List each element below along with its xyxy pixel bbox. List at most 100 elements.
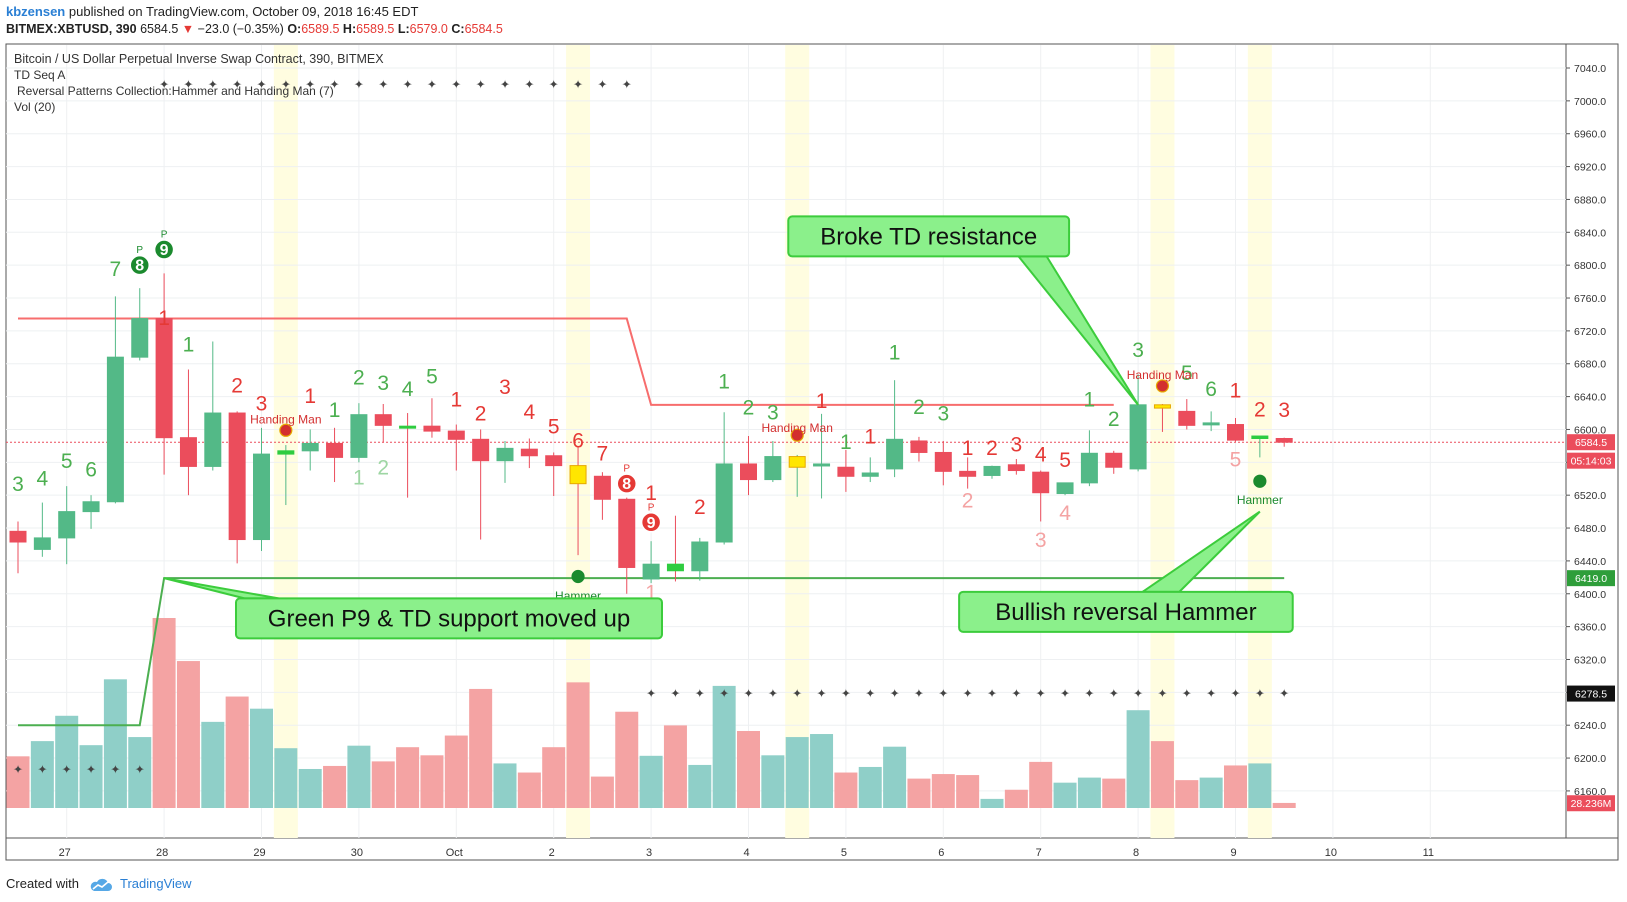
- tradingview-cloud-icon: [90, 878, 112, 891]
- pattern-dot: [279, 423, 293, 437]
- price-tag-label: 6584.5: [1575, 437, 1607, 449]
- author-link[interactable]: kbzensen: [6, 4, 66, 19]
- volume-bar: [517, 772, 541, 808]
- annotation-callouts: Broke TD resistance Green P9 & TD support…: [163, 215, 1294, 640]
- callout-box: [234, 597, 663, 640]
- indicator-td-seq[interactable]: TD Seq A: [14, 68, 65, 82]
- td-count-label: 5: [1230, 448, 1242, 471]
- td-badge-circle: [129, 254, 150, 276]
- td-dot-marker: ✦: [1133, 687, 1143, 701]
- x-tick-label: 3: [646, 847, 652, 859]
- tradingview-link[interactable]: TradingView: [120, 876, 192, 891]
- td-count-label: 4: [402, 378, 414, 401]
- indicator-volume[interactable]: Vol (20): [14, 100, 55, 114]
- td-dot-marker: ✦: [37, 763, 47, 777]
- volume-bar: [858, 766, 882, 808]
- time-axis[interactable]: 27 28 29 30 Oct 2 3 4 5 6 7 8 9 10 11: [59, 847, 1434, 859]
- candle-body: [569, 465, 587, 485]
- candle-body: [1007, 464, 1025, 472]
- td-count-label: 2: [475, 402, 487, 425]
- volume-bar: [663, 725, 687, 808]
- td-dots: ✦ ✦ ✦ ✦ ✦ ✦ ✦ ✦ ✦ ✦ ✦ ✦ ✦ ✦ ✦ ✦ ✦ ✦ ✦ ✦ ✦ ✦ ✦ ✦ ✦ ✦ ✦ ✦ ✦ ✦ ✦ ✦ ✦ ✦ ✦ ✦ ✦ ✦ ✦ ✦…: [13, 77, 1289, 776]
- td-dot-marker: ✦: [549, 77, 559, 91]
- td-dot-marker: ✦: [1011, 687, 1021, 701]
- volume-bar: [761, 755, 785, 808]
- volume-bar: [785, 737, 809, 808]
- candle-body: [764, 456, 782, 481]
- td-count-label: 6: [1205, 378, 1217, 401]
- td-perfect-marker: P: [136, 245, 143, 256]
- candle-body: [886, 438, 904, 470]
- td-dot-marker: ✦: [183, 77, 193, 91]
- td-count-label: 2: [231, 374, 243, 397]
- td-dot-marker: ✦: [427, 77, 437, 91]
- y-tick-label: 6840.0: [1574, 227, 1606, 239]
- td-dot-marker: ✦: [330, 77, 340, 91]
- created-with-text: Created with: [6, 876, 79, 891]
- td-count-label: 2: [1254, 398, 1266, 421]
- volume-bar: [1004, 789, 1028, 808]
- candle-body: [934, 451, 952, 472]
- candle-body: [9, 530, 27, 543]
- volume-bar: [1224, 765, 1247, 808]
- td-perfect-marker: P: [648, 502, 655, 513]
- pattern-highlight-band: [273, 45, 298, 838]
- candle-body: [374, 414, 392, 426]
- volume-bar: [250, 708, 273, 808]
- close-value: 6584.5: [464, 22, 503, 36]
- y-tick-label: 6920.0: [1574, 162, 1606, 174]
- candle-body: [1227, 424, 1244, 441]
- td-count-label: 2: [962, 490, 974, 513]
- volume-bar: [444, 735, 468, 808]
- volume-bar: [956, 775, 980, 808]
- candle-body: [1056, 482, 1074, 495]
- candle-body: [715, 463, 733, 543]
- high-label: H:: [342, 22, 357, 36]
- open-value: 6589.5: [301, 22, 340, 36]
- td-dot-marker: ✦: [305, 77, 315, 91]
- td-count-label: 5: [548, 416, 560, 439]
- candle-body: [593, 475, 611, 500]
- x-tick-label: 28: [156, 847, 168, 859]
- symbol-label: BITMEX:XBTUSD, 390: [6, 22, 137, 36]
- volume-bar: [542, 747, 566, 808]
- td-badge-circle: [153, 239, 175, 260]
- candle-body: [618, 498, 636, 568]
- td-dot-marker: ✦: [963, 687, 973, 701]
- x-tick-label: 4: [743, 847, 749, 859]
- volume-bar: [1248, 763, 1272, 808]
- td-dot-marker: ✦: [13, 763, 23, 777]
- candle-body: [520, 448, 538, 457]
- td-dot-marker: ✦: [232, 77, 242, 91]
- x-tick-label: 6: [938, 847, 944, 859]
- candle-body: [983, 465, 1001, 476]
- volume-bar: [152, 618, 176, 808]
- y-tick-label: 6440.0: [1574, 556, 1606, 568]
- volume-bar: [1053, 782, 1077, 808]
- pattern-dot: [1155, 379, 1170, 393]
- volume-bar: [1199, 777, 1223, 808]
- volume-bar: [883, 746, 907, 808]
- td-count-label: 3: [767, 402, 779, 425]
- y-tick-label: 6160.0: [1574, 786, 1606, 798]
- volume-bar: [907, 778, 931, 808]
- volume-bar: [590, 776, 614, 808]
- candle-body: [472, 438, 490, 462]
- td-count-label: 2: [913, 396, 925, 419]
- candle-body: [58, 511, 76, 539]
- indicator-reversal-patterns[interactable]: Reversal Patterns Collection:Hammer and …: [17, 84, 334, 98]
- callout-box: [958, 590, 1294, 633]
- y-tick-label: 6520.0: [1574, 490, 1606, 502]
- td-dot-marker: ✦: [451, 77, 461, 91]
- y-tick-label: 6800.0: [1574, 260, 1606, 272]
- td-count-label: 3: [256, 393, 268, 416]
- td-perfect-marker: P: [623, 464, 630, 475]
- candle-body: [910, 440, 928, 453]
- td-badge-number: 9: [647, 515, 656, 532]
- volume-bar: [55, 715, 79, 808]
- x-tick-label: Oct: [446, 847, 463, 859]
- ohlc-line: BITMEX:XBTUSD, 390 6584.5 ▼ −23.0 (−0.35…: [6, 22, 503, 36]
- volume-bar: [737, 730, 760, 808]
